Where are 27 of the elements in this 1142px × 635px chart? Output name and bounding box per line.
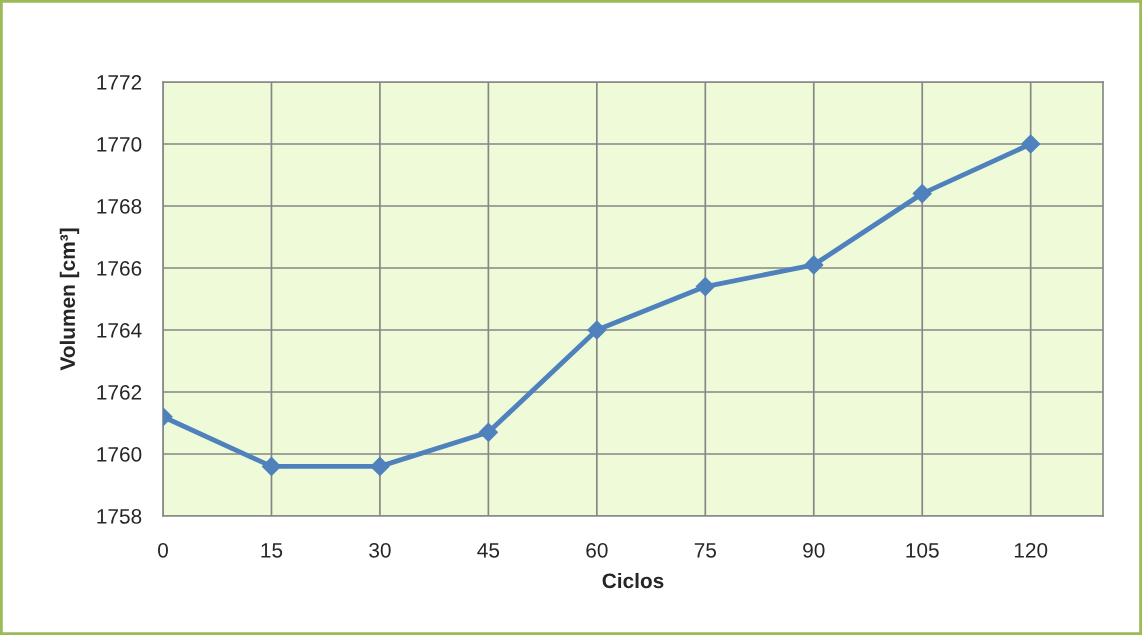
x-tick-label: 75 (694, 543, 717, 558)
point (804, 255, 824, 275)
x-axis-title: Ciclos (602, 572, 664, 589)
point (478, 422, 498, 442)
x-tick-label: 45 (477, 543, 500, 558)
x-tick-label: 90 (803, 542, 825, 558)
x-tick-label: 30 (369, 542, 391, 558)
point (587, 320, 607, 340)
y-axis-title: Volumen [cm³] (59, 228, 80, 371)
point (261, 456, 281, 476)
x-tick-label: 15 (261, 543, 283, 558)
y-tick-label: 1770 (97, 137, 142, 152)
y-tick-label: 1772 (97, 75, 142, 90)
y-tick-label: 1760 (97, 447, 142, 462)
point (695, 277, 715, 297)
y-tick-label: 1766 (97, 261, 142, 276)
x-tick-label: 120 (1014, 542, 1048, 558)
point (370, 456, 390, 476)
x-tick-label: 0 (158, 542, 168, 558)
x-tick-label: 105 (906, 542, 939, 558)
y-tick-label: 1764 (97, 323, 142, 338)
y-tick-label: 1768 (97, 199, 142, 214)
y-tick-label: 1762 (97, 385, 142, 400)
point (912, 184, 932, 204)
y-tick-label: 1758 (97, 509, 142, 524)
x-tick-label: 60 (586, 542, 608, 558)
point (1021, 134, 1041, 154)
